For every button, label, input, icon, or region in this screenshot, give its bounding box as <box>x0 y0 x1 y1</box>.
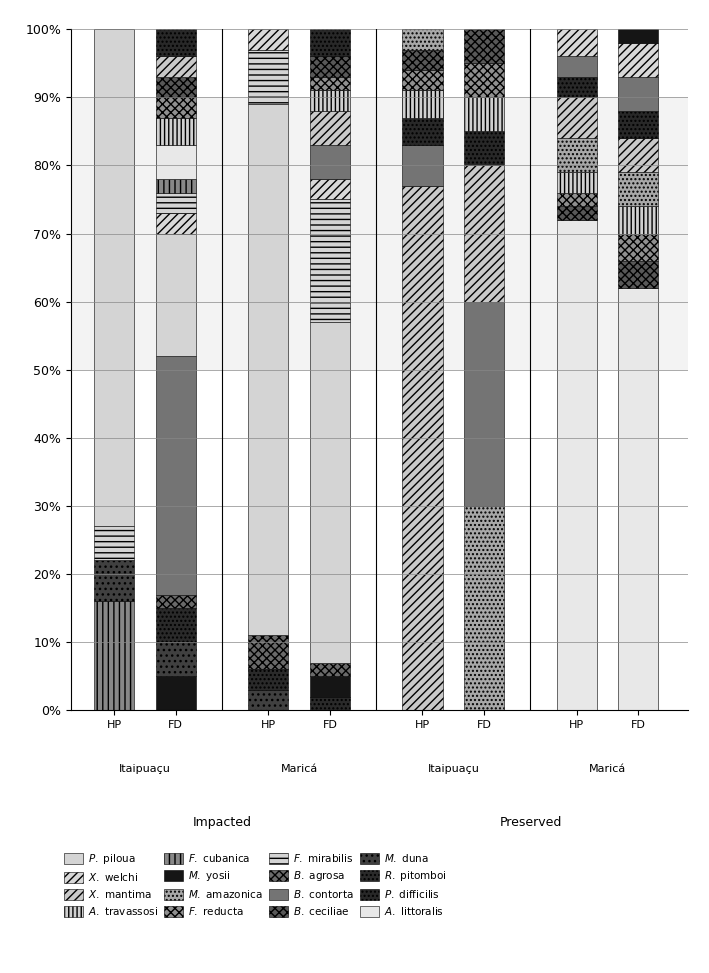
Bar <box>248 669 289 690</box>
Bar <box>156 193 196 213</box>
Bar <box>94 560 134 601</box>
Bar <box>310 90 350 111</box>
Bar <box>71 234 688 370</box>
Bar <box>310 179 350 199</box>
Bar <box>557 97 597 138</box>
Bar <box>403 186 442 710</box>
Bar <box>156 179 196 193</box>
Bar <box>557 29 597 56</box>
Bar <box>310 56 350 77</box>
Bar <box>248 104 289 635</box>
Bar <box>156 676 196 710</box>
Bar <box>156 56 196 77</box>
Bar <box>618 138 659 172</box>
Bar <box>310 111 350 145</box>
Bar <box>618 288 659 710</box>
Legend: $\it{P.}$ piloua, $\it{X.}$ welchi, $\it{X.}$ mantima, $\it{A.}$ travassosi, $\i: $\it{P.}$ piloua, $\it{X.}$ welchi, $\it… <box>64 851 447 918</box>
Bar <box>557 56 597 77</box>
Bar <box>248 29 289 50</box>
Bar <box>464 165 504 302</box>
Bar <box>403 90 442 118</box>
Bar <box>403 118 442 145</box>
Bar <box>310 663 350 676</box>
Bar <box>94 601 134 710</box>
Bar <box>156 145 196 179</box>
Bar <box>248 690 289 710</box>
Bar <box>156 642 196 676</box>
Bar <box>618 206 659 234</box>
Bar <box>618 111 659 138</box>
Bar <box>464 131 504 165</box>
Bar <box>156 29 196 56</box>
Bar <box>557 193 597 206</box>
Bar <box>156 595 196 608</box>
Bar <box>557 138 597 172</box>
Bar <box>618 77 659 111</box>
Text: Impacted: Impacted <box>193 816 252 829</box>
Bar <box>618 172 659 206</box>
Bar <box>618 29 659 43</box>
Bar <box>557 172 597 193</box>
Bar <box>310 199 350 322</box>
Bar <box>618 261 659 288</box>
Bar <box>156 118 196 145</box>
Bar <box>248 635 289 669</box>
Bar <box>310 145 350 179</box>
Bar <box>557 206 597 220</box>
Bar <box>464 302 504 506</box>
Bar <box>156 77 196 97</box>
Bar <box>94 29 134 526</box>
Bar <box>310 676 350 697</box>
Bar <box>403 50 442 70</box>
Bar <box>403 29 442 50</box>
Bar <box>156 97 196 118</box>
Text: Itaipuaçu: Itaipuaçu <box>119 764 171 774</box>
Bar <box>464 506 504 710</box>
Bar <box>618 234 659 261</box>
Text: Preserved: Preserved <box>499 816 562 829</box>
Bar <box>403 70 442 90</box>
Bar <box>71 97 688 234</box>
Bar <box>156 234 196 356</box>
Bar <box>156 356 196 595</box>
Bar <box>310 322 350 663</box>
Bar <box>248 50 289 104</box>
Bar <box>310 29 350 56</box>
Bar <box>156 213 196 234</box>
Bar <box>403 145 442 186</box>
Text: Itaipuaçu: Itaipuaçu <box>428 764 479 774</box>
Bar <box>464 29 504 63</box>
Bar <box>310 77 350 90</box>
Bar <box>156 608 196 642</box>
Text: Maricá: Maricá <box>589 764 626 774</box>
Bar <box>557 77 597 97</box>
Bar <box>94 526 134 560</box>
Bar <box>310 697 350 710</box>
Bar <box>618 43 659 77</box>
Text: Maricá: Maricá <box>281 764 318 774</box>
Bar <box>464 63 504 97</box>
Bar <box>557 220 597 710</box>
Bar <box>464 97 504 131</box>
